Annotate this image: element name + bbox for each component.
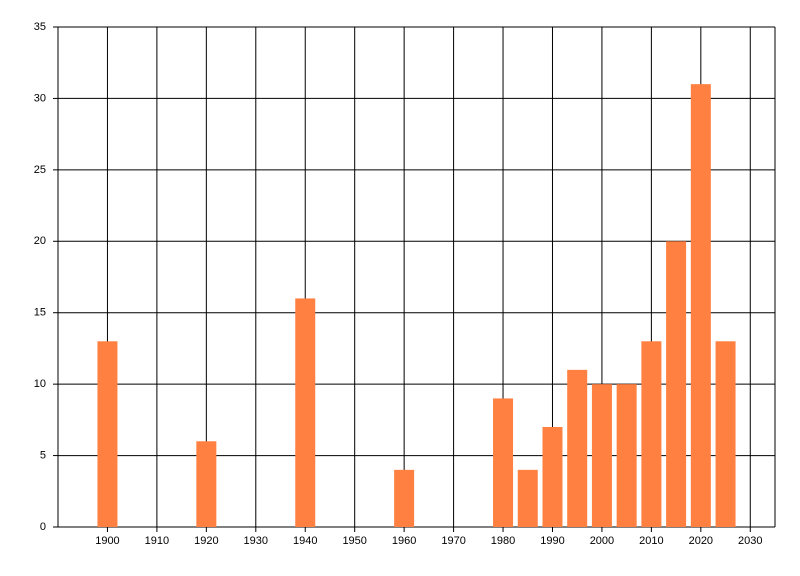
bar: [567, 369, 588, 527]
x-tick-label: 2020: [689, 535, 713, 547]
x-tick-label: 1950: [342, 535, 366, 547]
x-tick-label: 1920: [194, 535, 218, 547]
y-tick-label: 5: [40, 449, 46, 461]
x-tick-label: 1940: [293, 535, 317, 547]
x-tick-label: 2030: [738, 535, 762, 547]
x-tick-label: 1960: [392, 535, 416, 547]
bar: [690, 84, 711, 528]
x-tick-label: 1900: [95, 535, 119, 547]
x-tick-label: 1990: [540, 535, 564, 547]
x-tick-label: 1980: [491, 535, 515, 547]
y-tick-label: 30: [34, 92, 46, 104]
bar: [295, 298, 316, 527]
x-tick-label: 2000: [590, 535, 614, 547]
y-tick-label: 0: [40, 521, 46, 533]
bar: [666, 241, 687, 528]
y-tick-label: 35: [34, 21, 46, 33]
bar: [394, 469, 415, 527]
bar: [196, 441, 217, 527]
y-tick-label: 25: [34, 164, 46, 176]
x-tick-label: 1970: [441, 535, 465, 547]
x-tick-label: 1930: [244, 535, 268, 547]
bar: [517, 469, 538, 527]
bar: [493, 398, 514, 527]
y-tick-label: 15: [34, 307, 46, 319]
y-tick-label: 10: [34, 378, 46, 390]
bar: [591, 384, 612, 527]
bar: [97, 341, 118, 527]
x-tick-label: 2010: [639, 535, 663, 547]
y-tick-label: 20: [34, 235, 46, 247]
x-tick-label: 1910: [145, 535, 169, 547]
bar: [641, 341, 662, 527]
bar: [715, 341, 736, 527]
bar: [616, 384, 637, 527]
bar: [542, 427, 563, 527]
